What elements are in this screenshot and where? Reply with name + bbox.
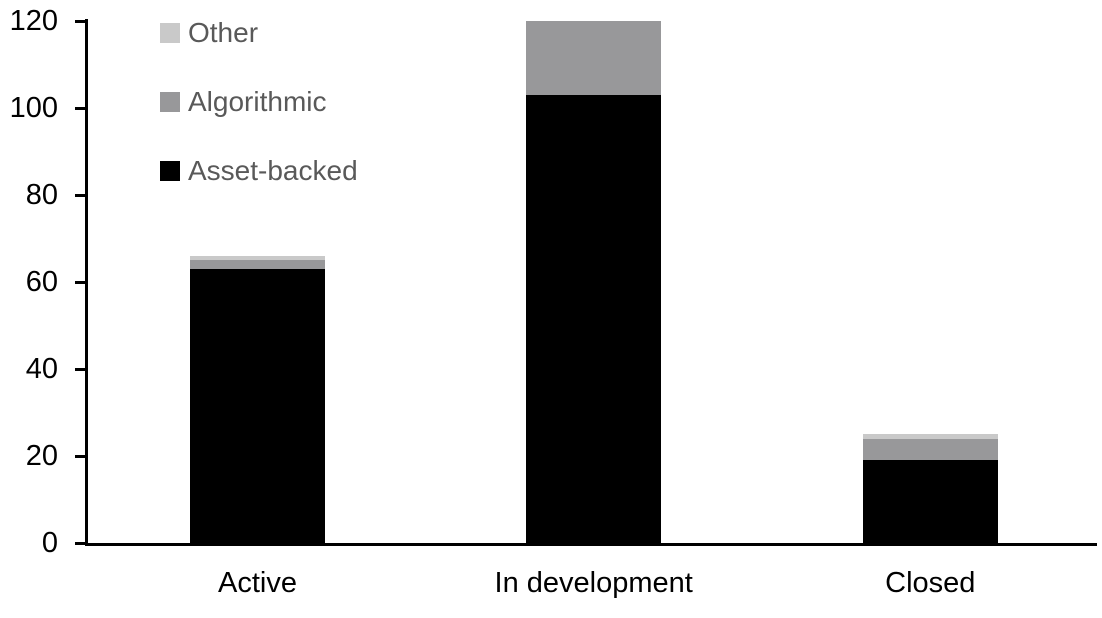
y-tick-80 — [75, 193, 85, 197]
legend-swatch-asset-backed — [160, 161, 180, 181]
bar-in-development-segment-asset-backed — [526, 94, 662, 543]
x-label-closed: Closed — [885, 567, 976, 599]
y-tick-label-120: 120 — [9, 5, 58, 37]
bar-in-development-segment-algorithmic — [526, 21, 662, 95]
legend: Other Algorithmic Asset-backed — [160, 17, 358, 186]
legend-label-asset-backed: Asset-backed — [188, 155, 358, 186]
legend-item-algorithmic: Algorithmic — [160, 86, 358, 117]
y-tick-label-80: 80 — [25, 179, 58, 211]
legend-item-other: Other — [160, 17, 358, 48]
x-axis-line — [85, 543, 1097, 546]
bar-closed-segment-algorithmic — [862, 438, 998, 461]
y-tick-20 — [75, 454, 85, 458]
legend-swatch-algorithmic — [160, 92, 180, 112]
y-tick-label-20: 20 — [25, 440, 58, 472]
y-tick-label-0: 0 — [41, 527, 58, 559]
y-tick-40 — [75, 367, 85, 371]
legend-swatch-other — [160, 23, 180, 43]
legend-label-other: Other — [188, 17, 259, 48]
y-tick-label-100: 100 — [9, 92, 58, 124]
bar-active-segment-algorithmic — [190, 260, 325, 269]
y-tick-60 — [75, 280, 85, 284]
legend-item-asset-backed: Asset-backed — [160, 155, 358, 186]
legend-label-algorithmic: Algorithmic — [188, 86, 327, 117]
bar-active-segment-asset-backed — [190, 268, 325, 543]
bar-active-segment-other — [190, 255, 325, 261]
bar-closed-segment-asset-backed — [862, 460, 998, 543]
y-axis-line — [85, 19, 88, 546]
x-label-in-development: In development — [494, 567, 693, 599]
y-tick-100 — [75, 106, 85, 110]
bar-closed-segment-other — [862, 434, 998, 439]
y-tick-label-40: 40 — [25, 353, 58, 385]
y-tick-120 — [75, 19, 85, 23]
y-tick-label-60: 60 — [25, 266, 58, 298]
y-tick-0 — [75, 541, 85, 545]
x-label-active: Active — [218, 567, 297, 599]
